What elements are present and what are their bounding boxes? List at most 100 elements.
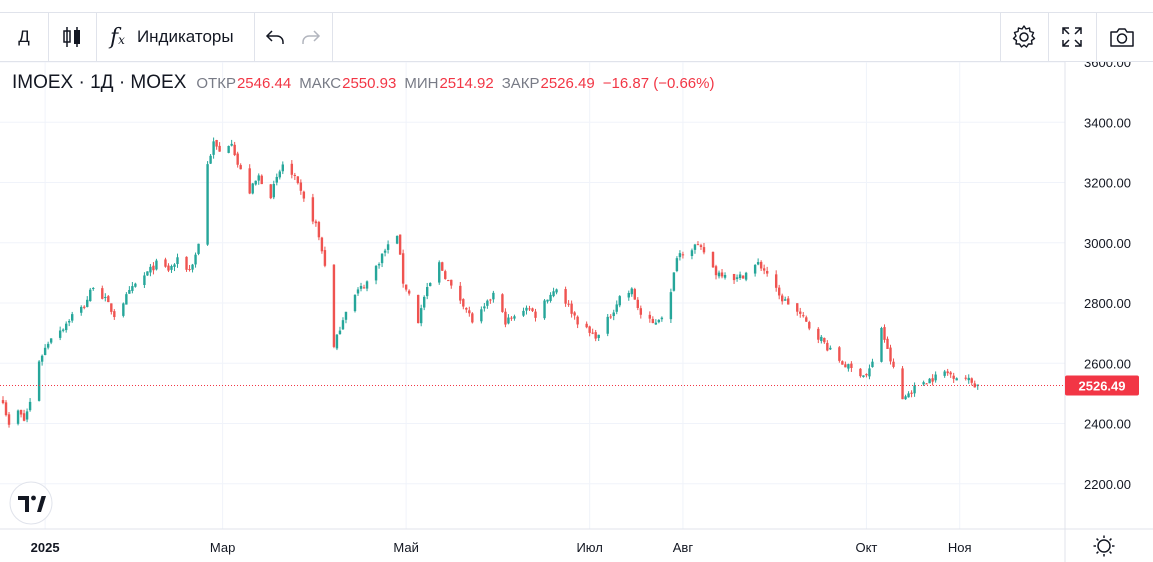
candle (711, 251, 715, 268)
gear-icon (1012, 25, 1036, 48)
candle (164, 257, 167, 268)
candle (723, 272, 727, 280)
candle (314, 219, 318, 227)
undo-button[interactable] (260, 13, 290, 61)
candle (110, 303, 113, 315)
candle (660, 316, 664, 322)
price-axis[interactable]: 2200.00 2400.00 2600.00 2800.00 3000.00 3200.… (1084, 62, 1131, 492)
function-icon-sub: x (118, 32, 125, 47)
fullscreen-icon (1062, 27, 1082, 47)
candle (128, 286, 131, 294)
candle (964, 375, 967, 381)
candle (317, 220, 321, 241)
candle (167, 263, 170, 273)
candle (188, 264, 191, 272)
candle (510, 316, 513, 321)
candle (483, 302, 486, 312)
candle (513, 314, 516, 321)
time-tick-label: Ноя (948, 540, 972, 555)
close-value: 2526.49 (540, 74, 595, 92)
candle (756, 258, 760, 266)
candle (501, 293, 504, 313)
candle (134, 282, 137, 288)
candle (209, 153, 212, 164)
candle (690, 248, 694, 260)
candle (248, 164, 251, 195)
price-tick-label: 3000.00 (1084, 236, 1131, 251)
candle (973, 380, 976, 388)
snapshot-button[interactable] (1100, 13, 1144, 61)
candle (862, 375, 865, 378)
candle (507, 314, 510, 325)
candle (272, 180, 275, 200)
candle (946, 368, 949, 376)
high-value: 2550.93 (342, 74, 397, 92)
indicators-button[interactable]: fx Индикаторы (104, 13, 250, 61)
candle (838, 346, 841, 363)
candle (429, 282, 432, 287)
candle (422, 295, 426, 311)
low-value: 2514.92 (439, 74, 494, 92)
axis-settings-button[interactable] (1093, 535, 1115, 557)
candle (49, 338, 53, 345)
price-tick-label: 2600.00 (1084, 356, 1131, 371)
candle (254, 180, 257, 186)
candle (64, 321, 68, 333)
interval-button[interactable]: Д (8, 13, 40, 61)
candle (823, 337, 826, 344)
candle (525, 305, 528, 315)
candle (907, 391, 910, 398)
candle (416, 294, 420, 324)
candle (386, 240, 390, 254)
chart-type-button[interactable] (52, 13, 92, 61)
candle (744, 271, 748, 282)
settings-button[interactable] (1004, 13, 1044, 61)
candle (844, 361, 847, 368)
candle (615, 300, 618, 315)
candle (362, 284, 366, 289)
candle (699, 243, 703, 250)
symbol-title[interactable]: IMOEX · 1Д · MOEX (12, 72, 187, 93)
candle (185, 256, 188, 272)
chart-toolbar: Д fx Индикаторы (0, 12, 1153, 62)
candle (25, 408, 29, 423)
candle (197, 243, 200, 256)
price-tick-label: 3200.00 (1084, 176, 1131, 191)
candle (344, 311, 348, 324)
price-chart[interactable]: 2200.00 2400.00 2600.00 2800.00 3000.00 3200.… (0, 62, 1153, 562)
candle (338, 326, 342, 335)
tradingview-logo[interactable] (9, 481, 53, 525)
redo-button[interactable] (296, 13, 326, 61)
indicators-label: Индикаторы (136, 27, 234, 46)
candle (567, 300, 570, 307)
candle (143, 272, 146, 288)
candle (618, 295, 621, 308)
candle (194, 252, 197, 268)
candle (630, 287, 633, 297)
candle (395, 235, 399, 245)
candle (555, 288, 558, 295)
change-value: −16.87 (−0.66%) (602, 74, 715, 92)
candle (37, 360, 41, 402)
time-axis[interactable]: 2025 Мар Май Июл Авг Окт Ноя (31, 540, 972, 555)
last-price-badge: 2526.49 (1065, 375, 1139, 396)
candle (901, 366, 904, 400)
candle (759, 260, 763, 271)
candle (356, 287, 360, 296)
candle (841, 360, 844, 365)
candle (817, 327, 820, 344)
candle (931, 374, 934, 386)
candle (597, 334, 600, 342)
candle (714, 264, 718, 280)
toolbar-divider (48, 13, 49, 61)
candle (332, 264, 336, 349)
logo-circle (9, 481, 53, 525)
candle (922, 380, 925, 386)
fullscreen-button[interactable] (1052, 13, 1092, 61)
candle (531, 307, 534, 312)
time-tick-label: 2025 (31, 540, 60, 555)
candle (404, 284, 408, 292)
candle (471, 312, 474, 324)
candle (260, 174, 263, 185)
candle (570, 300, 573, 318)
